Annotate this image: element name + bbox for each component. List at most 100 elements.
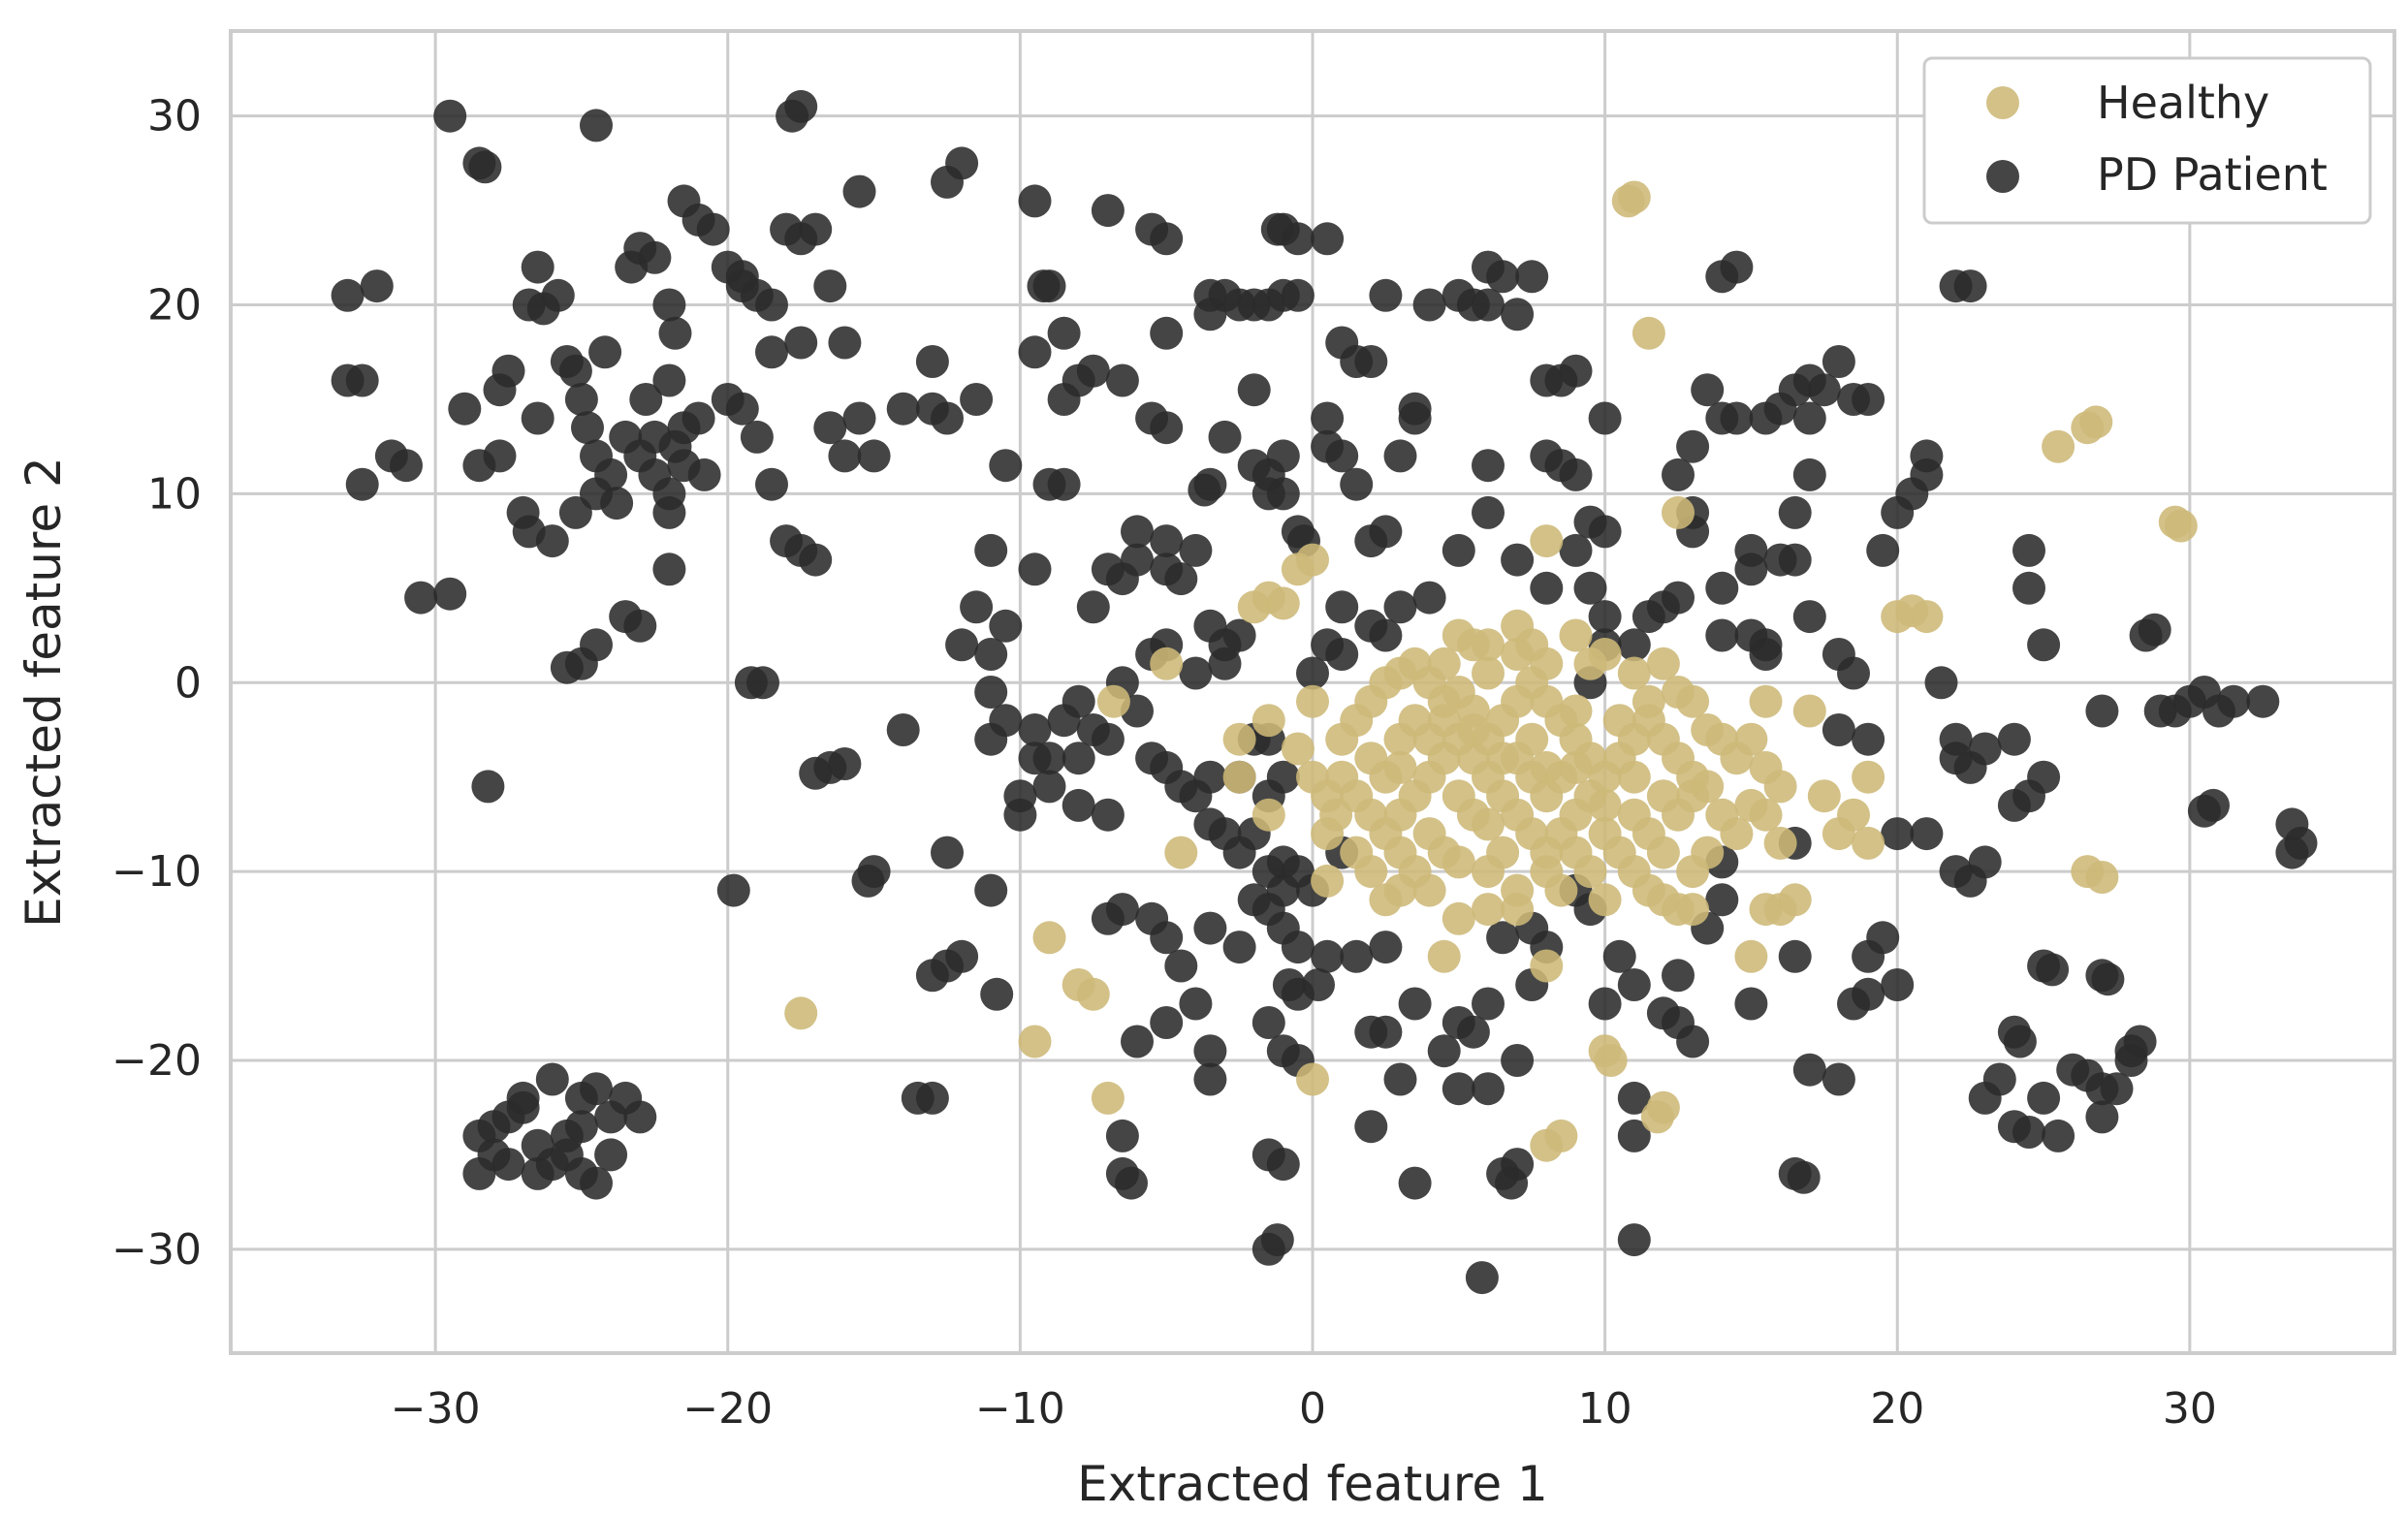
point-pd-patient — [491, 1148, 525, 1182]
point-pd-patient — [1281, 931, 1315, 964]
point-healthy — [1222, 722, 1256, 756]
point-pd-patient — [1325, 638, 1359, 671]
point-pd-patient — [580, 1166, 613, 1200]
point-healthy — [1222, 760, 1256, 794]
point-healthy — [1720, 817, 1754, 851]
point-pd-patient — [1369, 278, 1403, 312]
point-pd-patient — [725, 392, 759, 426]
point-pd-patient — [483, 373, 517, 407]
point-pd-patient — [813, 411, 847, 445]
point-pd-patient — [1787, 1160, 1821, 1194]
point-pd-patient — [1837, 656, 1870, 690]
point-healthy — [2164, 509, 2198, 543]
x-tick-label: −20 — [682, 1384, 773, 1434]
point-pd-patient — [1822, 713, 1855, 746]
point-pd-patient — [1588, 401, 1622, 435]
point-pd-patient — [1617, 628, 1651, 662]
point-pd-patient — [2003, 1025, 2037, 1058]
point-pd-patient — [1091, 722, 1125, 756]
point-pd-patient — [842, 401, 876, 435]
point-pd-patient — [1705, 618, 1739, 652]
point-pd-patient — [331, 278, 364, 312]
point-healthy — [1910, 600, 1944, 634]
point-healthy — [1076, 977, 1110, 1011]
point-pd-patient — [1910, 817, 1944, 851]
point-pd-patient — [696, 212, 730, 246]
point-pd-patient — [652, 495, 686, 529]
point-pd-patient — [1792, 401, 1826, 435]
point-pd-patient — [1121, 1025, 1154, 1058]
point-pd-patient — [1018, 184, 1052, 218]
point-pd-patient — [960, 383, 994, 416]
point-pd-patient — [1061, 788, 1095, 822]
point-pd-patient — [1559, 533, 1593, 567]
point-pd-patient — [580, 1072, 613, 1106]
point-pd-patient — [1442, 533, 1475, 567]
point-healthy — [1442, 845, 1475, 879]
point-pd-patient — [1573, 571, 1607, 605]
point-pd-patient — [1968, 845, 2002, 879]
point-pd-patient — [2091, 963, 2125, 996]
point-pd-patient — [1179, 533, 1213, 567]
y-tick-label: 20 — [147, 281, 202, 331]
point-healthy — [1573, 855, 1607, 889]
point-pd-patient — [2085, 694, 2119, 728]
point-pd-patient — [886, 713, 920, 746]
point-healthy — [1530, 524, 1564, 558]
y-axis-label: Extracted feature 2 — [16, 457, 72, 928]
point-pd-patient — [1091, 194, 1125, 228]
point-pd-patient — [1018, 713, 1052, 746]
point-pd-patient — [1968, 1081, 2002, 1115]
point-pd-patient — [1852, 939, 1885, 973]
point-pd-patient — [1121, 543, 1154, 577]
point-healthy — [1501, 609, 1535, 643]
point-healthy — [1852, 760, 1885, 794]
point-healthy — [1472, 855, 1505, 889]
point-pd-patient — [2027, 628, 2061, 662]
point-healthy — [784, 996, 818, 1030]
point-pd-patient — [1881, 968, 1915, 1001]
point-pd-patient — [1501, 1044, 1535, 1077]
point-pd-patient — [960, 590, 994, 624]
point-pd-patient — [652, 363, 686, 397]
point-pd-patient — [512, 288, 546, 322]
point-pd-patient — [1354, 345, 1388, 378]
point-pd-patient — [1260, 212, 1294, 246]
point-pd-patient — [784, 222, 818, 256]
point-pd-patient — [1472, 288, 1505, 322]
point-healthy — [1646, 647, 1680, 680]
point-pd-patient — [1617, 968, 1651, 1001]
point-pd-patient — [828, 439, 862, 473]
point-pd-patient — [1398, 1166, 1432, 1200]
point-healthy — [1530, 949, 1564, 983]
y-tick-label: 10 — [147, 469, 202, 519]
point-healthy — [1559, 694, 1593, 728]
point-pd-patient — [1953, 269, 1987, 303]
point-pd-patient — [1515, 260, 1549, 294]
point-healthy — [1325, 760, 1359, 794]
point-pd-patient — [980, 977, 1014, 1011]
point-pd-patient — [1354, 1110, 1388, 1144]
point-pd-patient — [989, 449, 1023, 483]
point-pd-patient — [468, 150, 502, 184]
point-healthy — [1018, 1025, 1052, 1058]
point-healthy — [1456, 798, 1490, 832]
point-pd-patient — [1852, 722, 1885, 756]
point-pd-patient — [1924, 666, 1958, 700]
point-pd-patient — [1369, 515, 1403, 549]
point-pd-patient — [433, 99, 467, 133]
point-healthy — [1296, 684, 1329, 718]
point-pd-patient — [521, 401, 554, 435]
point-pd-patient — [1193, 1034, 1227, 1068]
point-healthy — [1501, 893, 1535, 927]
point-healthy — [1617, 760, 1651, 794]
point-healthy — [1472, 656, 1505, 690]
point-pd-patient — [1617, 1081, 1651, 1115]
point-healthy — [1296, 543, 1329, 577]
point-pd-patient — [1530, 571, 1564, 605]
point-pd-patient — [1150, 222, 1184, 256]
point-pd-patient — [1340, 467, 1374, 501]
point-pd-patient — [1302, 968, 1335, 1001]
point-pd-patient — [1150, 411, 1184, 445]
point-pd-patient — [974, 722, 1008, 756]
